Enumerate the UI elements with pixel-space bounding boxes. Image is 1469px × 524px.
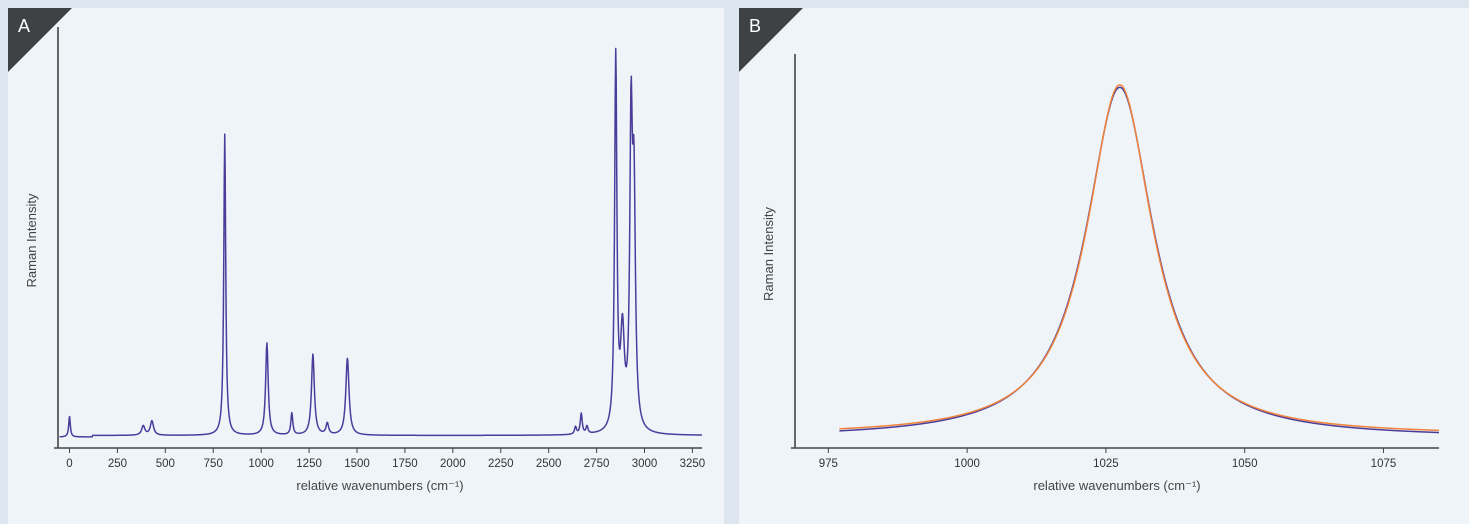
x-tick-label-a-2: 500	[156, 458, 175, 470]
series-line-b-1	[839, 84, 1440, 432]
x-axis-title-a: relative wavenumbers (cm⁻¹)	[296, 478, 463, 493]
x-tick-label-a-10: 2500	[536, 458, 562, 470]
x-tick-label-a-13: 3250	[680, 458, 706, 470]
x-tick-label-a-6: 1500	[344, 458, 370, 470]
panel-corner-a	[8, 8, 72, 72]
x-tick-label-b-1: 1000	[954, 458, 980, 470]
x-tick-label-a-5: 1250	[296, 458, 322, 470]
x-tick-label-a-11: 2750	[584, 458, 610, 470]
panel-label-b: B	[749, 16, 762, 36]
y-axis-title-a: Raman Intensity	[24, 193, 39, 287]
series-line-a-0	[59, 47, 703, 438]
x-tick-label-a-7: 1750	[392, 458, 418, 470]
spectrum-chart-b: 975 1000 1025 1050 1075 relative wavenumbers …	[761, 54, 1440, 493]
spectrum-chart-a: 0 250 500 750 1000 1250 1500 1750 2000 2250 2500 27…	[24, 27, 706, 493]
chart-panel-b: 975 1000 1025 1050 1075 relative wavenumbers …	[739, 8, 1469, 524]
x-tick-label-a-9: 2250	[488, 458, 514, 470]
x-tick-label-a-8: 2000	[440, 458, 466, 470]
x-tick-label-b-0: 975	[819, 458, 838, 470]
x-tick-label-a-4: 1000	[248, 458, 274, 470]
y-axis-title-b: Raman Intensity	[761, 207, 776, 301]
x-tick-label-b-4: 1075	[1371, 458, 1397, 470]
x-axis-title-b: relative wavenumbers (cm⁻¹)	[1033, 478, 1200, 493]
chart-panel-a: 0 250 500 750 1000 1250 1500 1750 2000 2250 2500 27…	[8, 8, 724, 524]
panel-label-a: A	[18, 16, 31, 36]
panel-corner-b	[739, 8, 803, 72]
series-line-b-0	[839, 86, 1440, 434]
x-tick-label-b-2: 1025	[1093, 458, 1119, 470]
x-tick-label-b-3: 1050	[1232, 458, 1258, 470]
x-tick-label-a-12: 3000	[632, 458, 658, 470]
x-tick-label-a-0: 0	[66, 458, 72, 470]
x-tick-label-a-3: 750	[204, 458, 223, 470]
x-tick-label-a-1: 250	[108, 458, 127, 470]
